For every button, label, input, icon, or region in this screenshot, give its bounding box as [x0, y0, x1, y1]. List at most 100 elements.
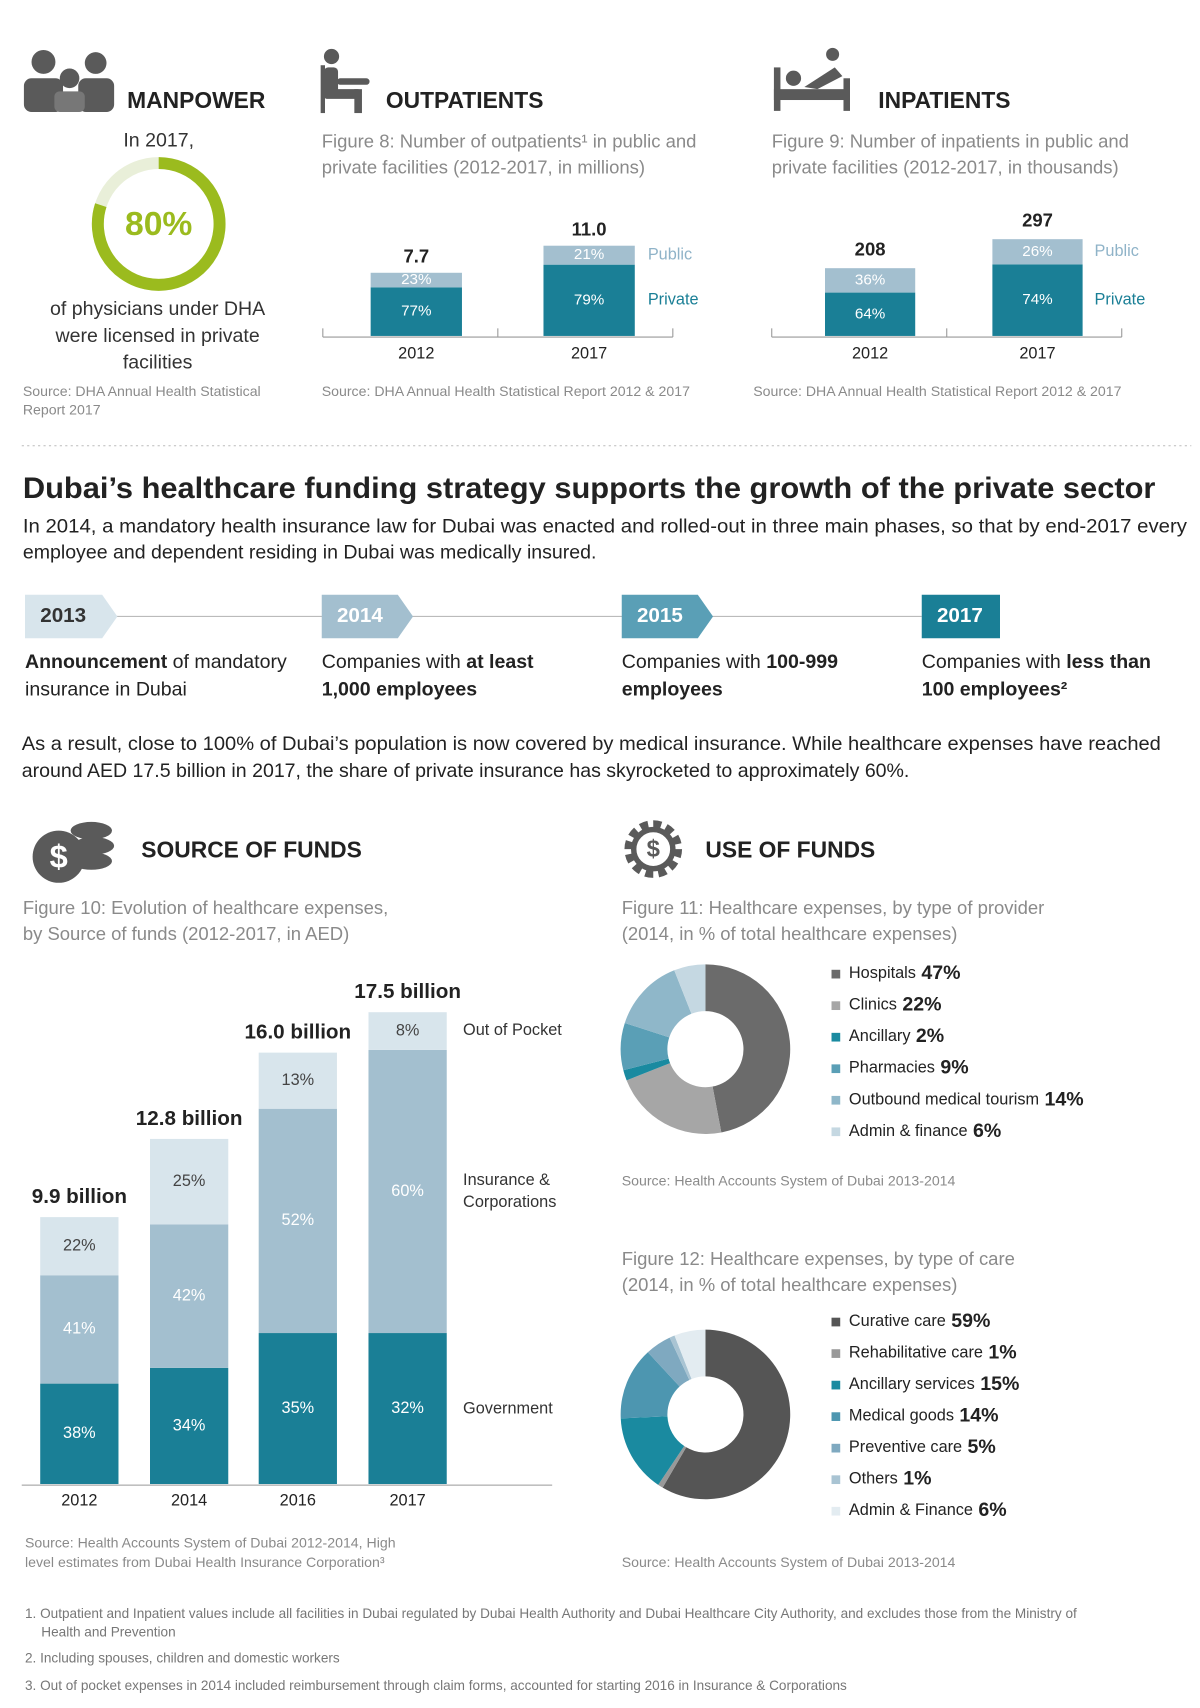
- total-label: 16.0 billion: [244, 1021, 351, 1044]
- svg-text:$: $: [647, 836, 660, 863]
- legend-value: 22%: [902, 994, 941, 1016]
- footnote: 3. Out of pocket expenses in 2014 includ…: [25, 1678, 847, 1693]
- x-tick-label: 2017: [1019, 345, 1055, 363]
- text-run: Companies with: [322, 651, 466, 673]
- legend-swatch: [831, 1380, 841, 1390]
- headline: Dubai’s healthcare funding strategy supp…: [23, 472, 1156, 505]
- text-run: 100-999: [766, 651, 838, 673]
- total-label: 7.7: [403, 245, 429, 266]
- legend-value: 6%: [978, 1499, 1006, 1521]
- segment-label: 74%: [1022, 291, 1052, 308]
- segment-label: 25%: [173, 1172, 206, 1190]
- timeline-tag: [621, 594, 714, 639]
- donut-slice: [674, 964, 706, 1014]
- legend-label: Clinics: [849, 996, 897, 1014]
- legend-entry: Admin & finance 6%: [849, 1120, 1001, 1142]
- text-run: 100 employees²: [922, 679, 1068, 701]
- source: Source: DHA Annual Health Statistical Re…: [753, 383, 1121, 399]
- source: level estimates from Dubai Health Insura…: [25, 1554, 385, 1570]
- timeline-text: 1,000 employees: [322, 679, 478, 701]
- figure-title: by Source of funds (2012-2017, in AED): [23, 923, 349, 944]
- segment-label: 38%: [63, 1424, 96, 1442]
- legend-swatch: [831, 1443, 841, 1453]
- total-label: 17.5 billion: [354, 980, 461, 1003]
- x-tick-label: 2017: [571, 345, 607, 363]
- legend-entry: Admin & Finance 6%: [849, 1499, 1007, 1521]
- legend-item: Out of Pocket: [463, 1021, 562, 1039]
- legend-label: Pharmacies: [849, 1059, 935, 1077]
- timeline-tag: [921, 594, 1000, 639]
- legend-swatch: [831, 1506, 841, 1516]
- timeline-year: 2013: [40, 604, 86, 627]
- legend-swatch: [831, 1412, 841, 1421]
- text-run: employees: [622, 679, 723, 701]
- intro: In 2017,: [123, 130, 194, 152]
- donut-slice: [658, 1446, 687, 1488]
- outpatient-icon: [320, 48, 370, 114]
- timeline-text: Companies with 100-999: [622, 651, 838, 673]
- total-label: 12.8 billion: [136, 1107, 243, 1130]
- segment-label: 41%: [63, 1320, 96, 1338]
- legend-value: 15%: [980, 1373, 1019, 1395]
- paragraph: around AED 17.5 billion in 2017, the sha…: [22, 760, 910, 782]
- figure-title: private facilities (2012-2017, in millio…: [322, 156, 645, 177]
- segment-label: 23%: [401, 271, 431, 288]
- timeline-text: Companies with less than: [922, 651, 1151, 673]
- figure-title: Figure 8: Number of outpatients¹ in publ…: [322, 130, 697, 151]
- legend-swatch: [831, 1349, 841, 1358]
- legend-value: 1%: [903, 1468, 931, 1490]
- donut-slice: [669, 1335, 692, 1380]
- heading: USE OF FUNDS: [705, 836, 875, 862]
- bar-segment: [258, 1108, 337, 1334]
- source: Source: Health Accounts System of Dubai …: [622, 1554, 956, 1570]
- donut-slice: [662, 1329, 791, 1500]
- legend-label: Public: [1095, 242, 1139, 260]
- segment-label: 60%: [391, 1182, 424, 1200]
- legend-label: Ancillary services: [849, 1375, 975, 1393]
- timeline-text: Companies with at least: [322, 651, 534, 673]
- bar-segment: [368, 1012, 447, 1050]
- gauge-arc: [91, 157, 226, 291]
- bar-segment: [258, 1333, 337, 1485]
- segment-label: 64%: [855, 305, 885, 322]
- caption: facilities: [123, 351, 193, 373]
- timeline-text: Announcement of mandatory: [25, 651, 287, 673]
- legend-value: 2%: [916, 1025, 944, 1047]
- legend-swatch: [831, 1127, 841, 1137]
- segment-label: 34%: [173, 1416, 206, 1434]
- heading: MANPOWER: [127, 87, 265, 113]
- bar-segment: [150, 1224, 229, 1368]
- figure-title: Figure 12: Healthcare expenses, by type …: [622, 1248, 1015, 1269]
- manpower-icon: [23, 50, 115, 112]
- footnote: 1. Outpatient and Inpatient values inclu…: [25, 1606, 1077, 1621]
- legend-entry: Rehabilitative care 1%: [849, 1342, 1017, 1364]
- bar-segment: [40, 1383, 119, 1485]
- donut-slice: [674, 1329, 706, 1380]
- donut-slice: [626, 1063, 722, 1134]
- bar-segment: [370, 287, 462, 336]
- footnote: Health and Prevention: [41, 1625, 175, 1640]
- x-tick-label: 2012: [398, 345, 434, 363]
- source: Report 2017: [23, 402, 101, 418]
- segment-label: 35%: [282, 1399, 315, 1417]
- figure-title: (2014, in % of total healthcare expenses…: [622, 923, 958, 944]
- timeline-year: 2014: [337, 604, 383, 627]
- legend-label: Rehabilitative care: [849, 1344, 983, 1362]
- legend-swatch: [831, 1032, 841, 1042]
- donut-slice: [705, 964, 791, 1133]
- legend-value: 14%: [1045, 1088, 1084, 1110]
- legend-swatch: [831, 969, 841, 979]
- legend-entry: Ancillary 2%: [849, 1025, 944, 1047]
- timeline-text: employees: [622, 679, 723, 701]
- segment-label: 22%: [63, 1236, 96, 1254]
- bar-segment: [992, 239, 1083, 265]
- x-tick-label: 2017: [389, 1492, 425, 1510]
- text-run: Companies with: [922, 651, 1066, 673]
- source: Source: DHA Annual Health Statistical: [23, 383, 261, 399]
- coins-icon: $: [32, 821, 115, 883]
- legend-swatch: [831, 1317, 841, 1327]
- bar-segment: [368, 1333, 447, 1485]
- segment-label: 79%: [574, 291, 604, 308]
- paragraph: employee and dependent residing in Dubai…: [23, 542, 597, 564]
- total-label: 11.0: [572, 218, 607, 239]
